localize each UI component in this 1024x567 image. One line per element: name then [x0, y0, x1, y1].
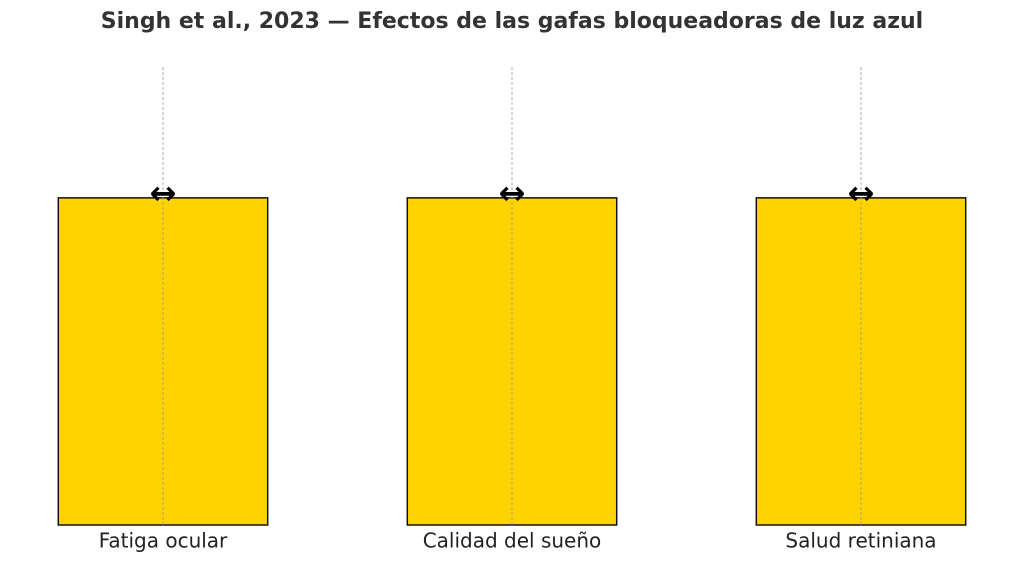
- annotation: ↔: [499, 174, 526, 212]
- bar: [406, 197, 618, 526]
- x-tick-label: Salud retiniana: [785, 529, 936, 553]
- annotation: ↔: [848, 174, 875, 212]
- x-tick-label: Fatiga ocular: [99, 529, 228, 553]
- annotation: ↔: [150, 174, 177, 212]
- chart-title: Singh et al., 2023 — Efectos de las gafa…: [101, 9, 923, 34]
- bar: [755, 197, 967, 526]
- x-tick-label: Calidad del sueño: [423, 529, 602, 553]
- bar: [57, 197, 269, 526]
